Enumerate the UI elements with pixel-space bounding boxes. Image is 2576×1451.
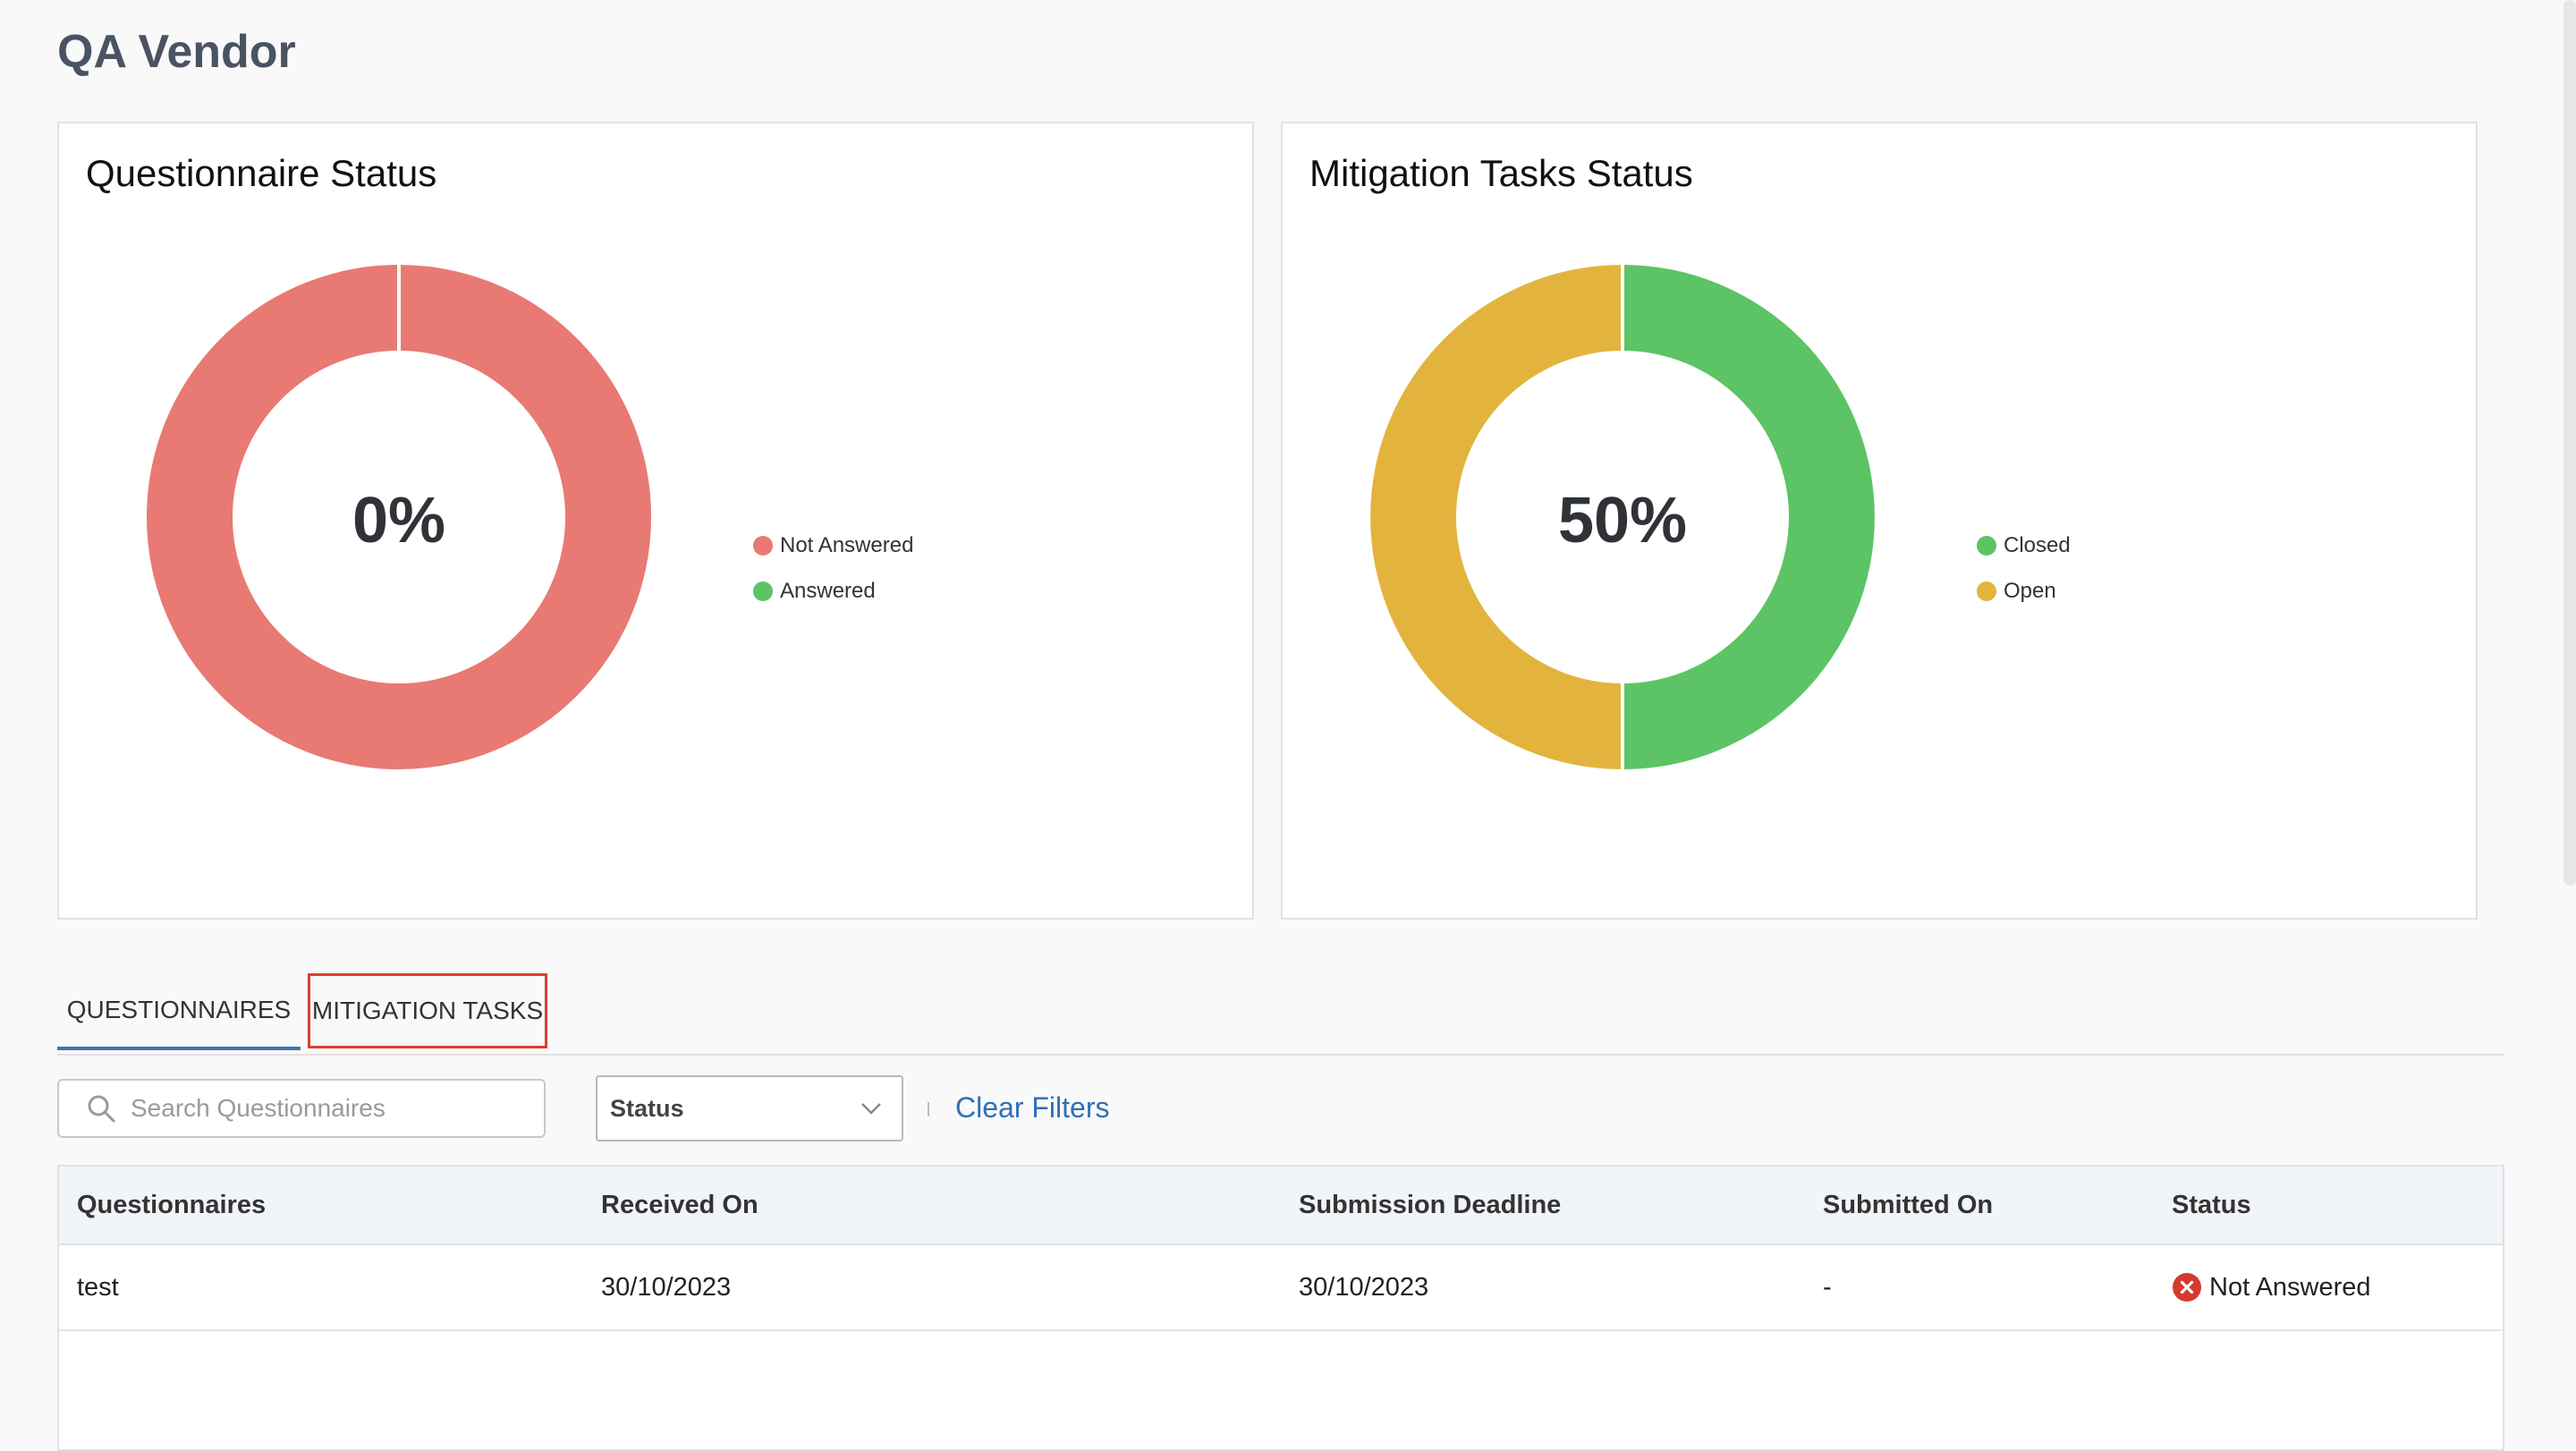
legend-label: Answered xyxy=(780,579,876,603)
card-title: Mitigation Tasks Status xyxy=(1309,152,1693,194)
donut-center-label: 0% xyxy=(352,485,446,556)
cell-submission-deadline: 30/10/2023 xyxy=(1299,1272,1429,1302)
questionnaire-status-card: Questionnaire Status 0% Not Answered Ans… xyxy=(57,122,1254,920)
table-header-row: Questionnaires Received On Submission De… xyxy=(59,1167,2503,1245)
donut-chart: 50% xyxy=(1363,258,1882,776)
chart-legend: Closed Open xyxy=(1977,533,2071,624)
legend-dot-icon xyxy=(1977,581,1996,601)
status-dropdown-label: Status xyxy=(610,1094,684,1122)
search-input[interactable] xyxy=(129,1093,544,1124)
donut-slice-closed[interactable] xyxy=(1623,265,1875,769)
cell-received-on: 30/10/2023 xyxy=(601,1272,732,1302)
donut-slice-open[interactable] xyxy=(1370,265,1623,769)
chevron-down-icon xyxy=(861,1103,881,1115)
column-header-submission-deadline[interactable]: Submission Deadline xyxy=(1299,1190,1562,1219)
legend-dot-icon xyxy=(1977,536,1996,556)
filter-divider xyxy=(928,1102,929,1116)
card-title: Questionnaire Status xyxy=(86,152,437,194)
questionnaires-table: Questionnaires Received On Submission De… xyxy=(57,1165,2504,1451)
donut-svg xyxy=(1370,263,1875,771)
donut-center-label: 50% xyxy=(1557,485,1688,556)
column-header-submitted-on[interactable]: Submitted On xyxy=(1823,1190,1994,1219)
column-header-status[interactable]: Status xyxy=(2172,1190,2251,1219)
cell-status: Not Answered xyxy=(2172,1245,2371,1329)
legend-item[interactable]: Open xyxy=(1977,579,2071,604)
error-x-icon xyxy=(2173,1273,2201,1302)
page-scrollbar[interactable] xyxy=(2563,0,2576,886)
legend-dot-icon xyxy=(753,581,773,601)
tab-bar: QUESTIONNAIRES MITIGATION TASKS xyxy=(57,973,2504,1056)
page-title: QA Vendor xyxy=(57,26,296,78)
legend-item[interactable]: Not Answered xyxy=(753,533,913,558)
tab-questionnaires[interactable]: QUESTIONNAIRES xyxy=(57,973,301,1050)
search-icon xyxy=(88,1095,115,1123)
chart-legend: Not Answered Answered xyxy=(753,533,913,624)
legend-item[interactable]: Answered xyxy=(753,579,913,604)
status-dropdown[interactable]: Status xyxy=(596,1075,903,1141)
tab-mitigation-tasks[interactable]: MITIGATION TASKS xyxy=(308,973,547,1048)
table-row[interactable]: test 30/10/2023 30/10/2023 - Not Answere… xyxy=(59,1245,2503,1331)
status-text: Not Answered xyxy=(2209,1272,2371,1302)
legend-label: Open xyxy=(2004,579,2056,603)
clear-filters-link[interactable]: Clear Filters xyxy=(955,1091,1110,1124)
legend-label: Closed xyxy=(2004,533,2071,557)
legend-item[interactable]: Closed xyxy=(1977,533,2071,558)
donut-chart: 0% xyxy=(140,258,658,776)
search-field[interactable] xyxy=(57,1079,546,1138)
cell-submitted-on: - xyxy=(1823,1272,1832,1302)
donut-svg xyxy=(147,263,651,769)
column-header-received-on[interactable]: Received On xyxy=(601,1190,758,1219)
mitigation-status-card: Mitigation Tasks Status 50% Closed Open xyxy=(1281,122,2478,920)
legend-dot-icon xyxy=(753,536,773,556)
legend-label: Not Answered xyxy=(780,533,914,557)
column-header-questionnaires[interactable]: Questionnaires xyxy=(77,1190,267,1219)
cell-questionnaire[interactable]: test xyxy=(77,1272,119,1302)
